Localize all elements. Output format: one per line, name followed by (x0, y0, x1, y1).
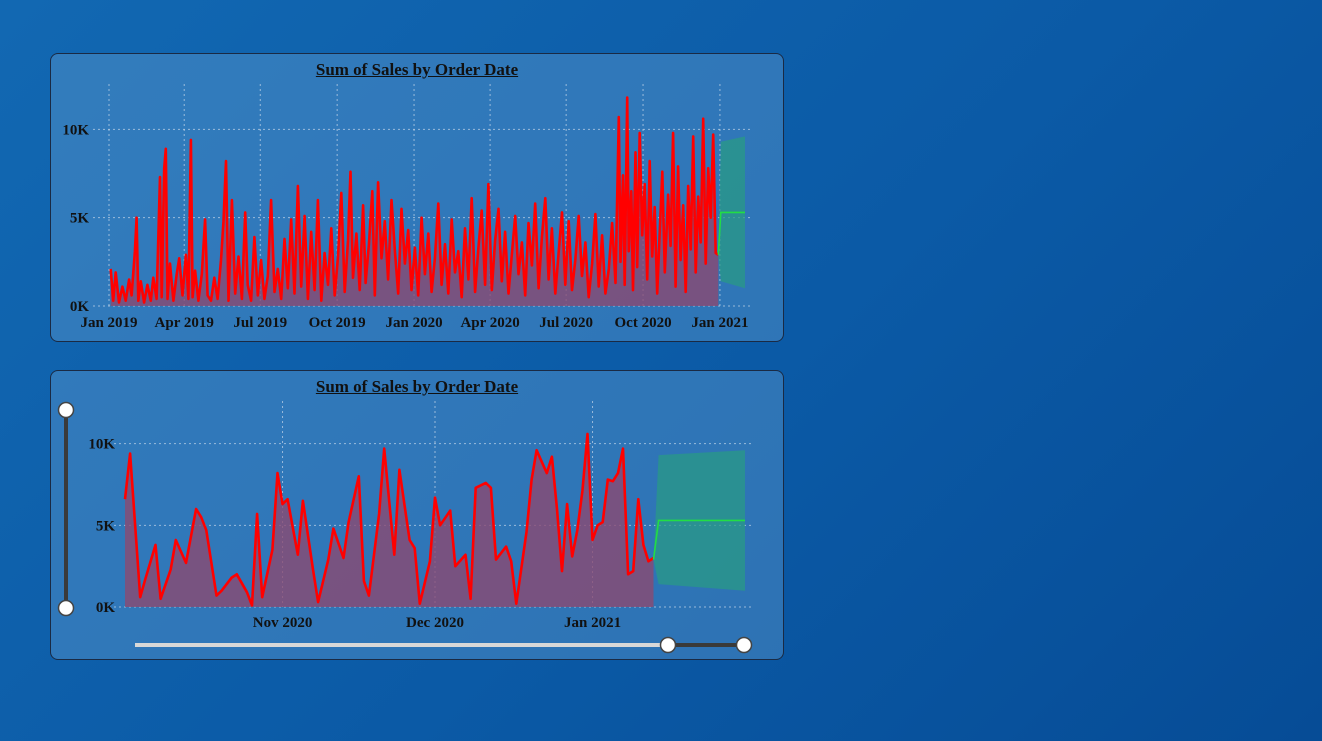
forecast-line (652, 519, 745, 560)
y-tick-label: 0K (96, 600, 116, 616)
chart-panel-bottom: Sum of Sales by Order Date 0K 5K 10K Nov 20… (50, 370, 784, 660)
x-zoom-handle-left[interactable] (659, 636, 677, 654)
sales-line (123, 432, 655, 607)
x-tick-label: Apr 2020 (460, 315, 519, 331)
forecast-line (717, 211, 745, 255)
chart-bottom-svg[interactable]: 0K 5K 10K Nov 2020 Dec 2020 Jan 2021 (51, 371, 785, 661)
y-tick-label: 10K (88, 437, 115, 453)
x-tick-label: Oct 2019 (309, 315, 366, 331)
x-tick-label: Oct 2020 (615, 315, 672, 331)
x-zoom-handle-right[interactable] (735, 636, 753, 654)
x-tick-label: Dec 2020 (406, 615, 464, 631)
chart-panel-top: Sum of Sales by Order Date 0K 5K 10K Jan 20… (50, 53, 784, 342)
x-tick-label: Apr 2019 (155, 315, 214, 331)
sales-line (109, 96, 720, 304)
sales-area (125, 433, 654, 607)
y-tick-label: 0K (70, 299, 90, 315)
chart-title: Sum of Sales by Order Date (315, 377, 519, 396)
chart-title: Sum of Sales by Order Date (315, 60, 519, 79)
x-tick-label: Jul 2020 (539, 315, 593, 331)
x-tick-label: Jan 2021 (564, 615, 621, 631)
y-tick-label: 5K (96, 518, 116, 534)
x-tick-label: Nov 2020 (253, 615, 313, 631)
x-tick-label: Jul 2019 (233, 315, 287, 331)
y-zoom-handle-top[interactable] (57, 401, 75, 419)
x-tick-label: Jan 2019 (80, 315, 137, 331)
y-tick-label: 10K (62, 122, 89, 138)
chart-top-svg[interactable]: 0K 5K 10K Jan 2019 Apr 2019 Jul 2019 Oct 2019 J… (51, 54, 785, 343)
x-tick-label: Jan 2021 (691, 315, 748, 331)
x-tick-label: Jan 2020 (385, 315, 442, 331)
y-zoom-handle-bottom[interactable] (57, 599, 75, 617)
y-tick-label: 5K (70, 211, 90, 227)
